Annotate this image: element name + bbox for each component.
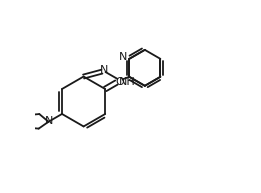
Text: N: N <box>100 65 108 75</box>
Text: N: N <box>118 52 127 62</box>
Text: NH: NH <box>119 77 136 87</box>
Text: O: O <box>116 77 124 87</box>
Text: N: N <box>45 116 54 126</box>
